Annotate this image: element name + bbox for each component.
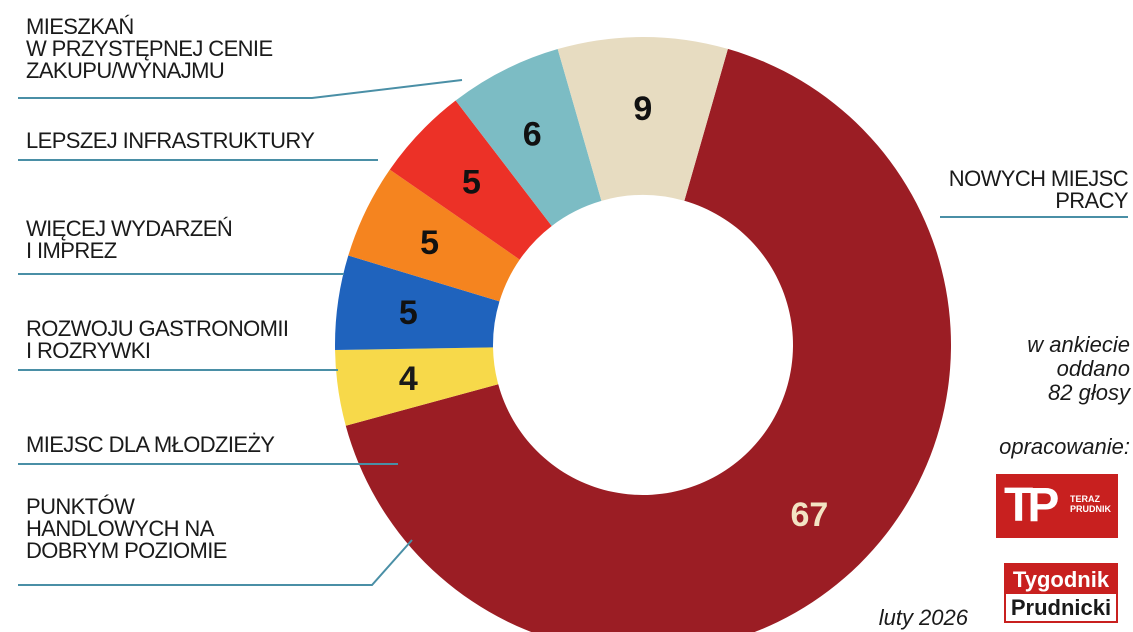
category-label-6-line-1: W PRZYSTĘPNEJ CENIE <box>26 36 273 61</box>
value-label-0: 67 <box>790 496 828 534</box>
category-label-1-line-1: HANDLOWYCH NA <box>26 516 215 541</box>
category-label-1-line-0: PUNKTÓW <box>26 494 135 519</box>
value-label-1: 4 <box>399 360 418 398</box>
leader-lines <box>18 79 1128 586</box>
note-line-1: w ankiecie <box>1027 332 1130 357</box>
teraz-prudnik-text-line-2: PRUDNIK <box>1070 504 1112 514</box>
slice-5 <box>455 49 602 226</box>
tygodnik-prudnicki-logo: Tygodnik Prudnicki <box>1004 563 1118 623</box>
chart-slices <box>334 36 951 632</box>
category-label-1: PUNKTÓW HANDLOWYCH NA DOBRYM POZIOMIE <box>26 494 227 563</box>
value-label-3: 5 <box>420 224 439 262</box>
category-label-5-line-0: LEPSZEJ INFRASTRUKTURY <box>26 128 315 153</box>
category-label-3: ROZWOJU GASTRONOMII I ROZRYWKI <box>26 316 288 363</box>
leader-line-6 <box>18 79 463 99</box>
category-label-2-line-0: MIEJSC DLA MŁODZIEŻY <box>26 432 275 457</box>
category-label-3-line-1: I ROZRYWKI <box>26 338 150 363</box>
category-label-0-line-0: NOWYCH MIEJSC <box>949 166 1129 191</box>
date-label: luty 2026 <box>879 605 969 630</box>
tygodnik-prudnicki-bottom: Prudnicki <box>1010 595 1112 620</box>
category-label-6-line-0: MIESZKAŃ <box>26 14 134 39</box>
note-line-3: 82 głosy <box>1048 380 1132 405</box>
value-label-5: 6 <box>523 115 542 153</box>
teraz-prudnik-logo: TP TERAZ PRUDNIK <box>996 474 1118 538</box>
value-label-2: 5 <box>399 294 418 332</box>
slice-1 <box>335 347 499 426</box>
teraz-prudnik-text: TERAZ PRUDNIK <box>1070 494 1111 514</box>
slice-2 <box>334 255 500 351</box>
value-label-4: 5 <box>462 163 481 201</box>
tygodnik-prudnicki-top: Tygodnik <box>1006 565 1116 594</box>
category-label-4: WIĘCEJ WYDARZEŃ I IMPREZ <box>26 216 232 263</box>
note-line-2: oddano <box>1057 356 1130 381</box>
category-labels: NOWYCH MIEJSC PRACY PUNKTÓW HANDLOWYCH NA DO… <box>26 14 1130 563</box>
category-label-0: NOWYCH MIEJSC PRACY <box>949 166 1129 213</box>
teraz-prudnik-mark: TP <box>1004 479 1059 532</box>
category-label-6-line-2: ZAKUPU/WYNAJMU <box>26 58 224 83</box>
category-label-1-line-2: DOBRYM POZIOMIE <box>26 538 227 563</box>
value-label-6: 9 <box>633 90 652 128</box>
category-label-3-line-0: ROZWOJU GASTRONOMII <box>26 316 288 341</box>
credit-label: opracowanie: <box>999 434 1130 459</box>
teraz-prudnik-text-line-1: TERAZ <box>1070 494 1100 504</box>
category-label-4-line-1: I IMPREZ <box>26 238 117 263</box>
category-label-0-line-1: PRACY <box>1055 188 1129 213</box>
category-label-2: MIEJSC DLA MŁODZIEŻY <box>26 432 275 457</box>
category-label-5: LEPSZEJ INFRASTRUKTURY <box>26 128 315 153</box>
category-label-4-line-0: WIĘCEJ WYDARZEŃ <box>26 216 232 241</box>
slice-6 <box>557 36 728 201</box>
category-label-6: MIESZKAŃ W PRZYSTĘPNEJ CENIE ZAKUPU/WYNAJM… <box>26 14 273 83</box>
leader-line-1 <box>18 539 413 586</box>
slice-3 <box>348 169 520 302</box>
slice-4 <box>389 100 552 260</box>
slice-0 <box>345 48 951 632</box>
